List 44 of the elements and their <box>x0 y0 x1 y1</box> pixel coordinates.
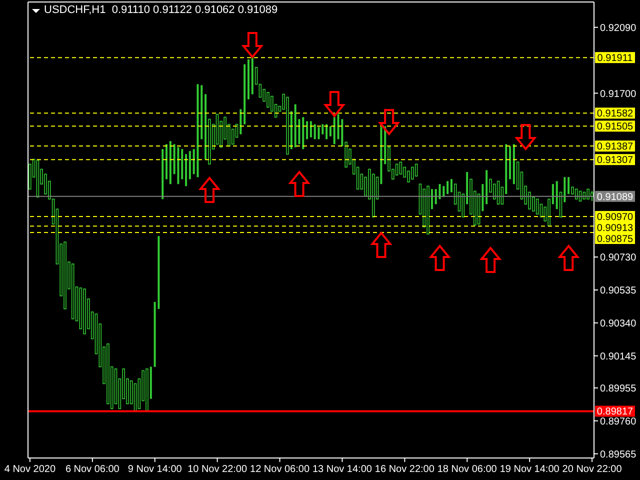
x-tick-label: 16 Nov 22:00 <box>374 464 435 475</box>
ref-line-label: 0.91582 <box>596 108 634 120</box>
ref-line-label: 0.90913 <box>596 222 634 234</box>
y-tick-label: 0.89955 <box>600 383 637 394</box>
y-tick-label: 0.91700 <box>600 88 637 100</box>
x-tick-label: 12 Nov 06:00 <box>250 464 310 475</box>
ref-line-label: 0.91089 <box>596 192 634 203</box>
candlestick <box>266 92 270 108</box>
chart-title: USDCHF,H1 0.91110 0.91122 0.91062 0.91089 <box>44 4 278 16</box>
y-tick-label: 0.90730 <box>600 252 637 264</box>
ref-line-label: 0.90875 <box>596 234 634 245</box>
y-tick-label: 0.90145 <box>600 351 637 362</box>
candlestick <box>590 190 594 202</box>
candlestick <box>496 180 500 205</box>
ref-line-label: 0.91911 <box>597 53 634 64</box>
x-tick-label: 9 Nov 14:00 <box>128 464 182 475</box>
candlestick <box>568 176 570 195</box>
x-tick-label: 20 Nov 22:00 <box>562 464 622 475</box>
candlestick <box>399 162 402 174</box>
y-tick-label: 0.89760 <box>600 416 637 428</box>
x-tick-label: 6 Nov 06:00 <box>65 464 120 475</box>
ref-line-label: 0.91307 <box>596 155 634 166</box>
y-tick-label: 0.90340 <box>600 318 637 330</box>
candlestick <box>536 198 539 215</box>
x-tick-label: 18 Nov 06:00 <box>437 464 498 475</box>
candlestick <box>434 188 437 205</box>
candlestick <box>395 164 398 176</box>
candlestick <box>411 166 414 180</box>
x-tick-label: 4 Nov 2020 <box>4 464 56 475</box>
ref-line-label: 0.91387 <box>596 142 634 153</box>
candlestick <box>310 120 312 138</box>
x-tick-label: 13 Nov 14:00 <box>312 464 372 475</box>
candlestick <box>306 120 308 140</box>
y-tick-label: 0.92090 <box>600 22 637 34</box>
y-tick-label: 0.89565 <box>600 449 637 460</box>
candlestick <box>446 180 449 195</box>
ref-line-label: 0.89817 <box>596 406 634 418</box>
x-tick-label: 10 Nov 22:00 <box>188 464 248 475</box>
x-tick-label: 19 Nov 14:00 <box>500 464 560 475</box>
candlestick <box>407 170 410 182</box>
ref-line-label: 0.91505 <box>596 122 634 133</box>
y-tick-label: 0.90535 <box>600 286 637 297</box>
ref-line-label: 0.90970 <box>596 212 634 223</box>
candlestick <box>414 164 418 177</box>
